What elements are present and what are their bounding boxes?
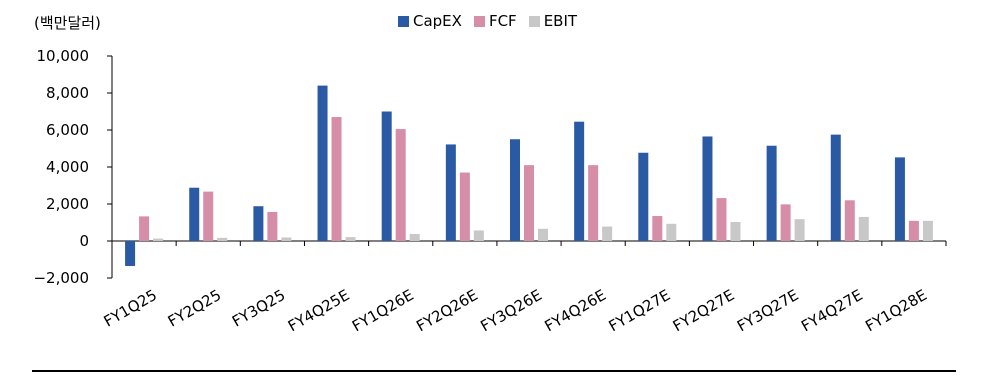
bar-ebit-fy4q27e xyxy=(858,216,869,241)
bar-fcf-fy4q26e xyxy=(588,165,599,241)
y-tick-label: 10,000 xyxy=(37,47,90,65)
x-tick-label: FY2Q26E xyxy=(413,286,481,335)
bar-capex-fy1q26e xyxy=(381,111,392,241)
legend: CapEX FCF EBIT xyxy=(398,12,577,30)
bar-ebit-fy2q25 xyxy=(217,237,228,241)
bar-capex-fy1q27e xyxy=(638,152,649,241)
legend-label-ebit: EBIT xyxy=(543,12,578,30)
bar-capex-fy3q26e xyxy=(510,139,520,241)
bar-fcf-fy2q26e xyxy=(459,172,470,241)
bar-fcf-fy1q26e xyxy=(395,129,406,241)
x-tick-label: FY3Q27E xyxy=(734,286,802,335)
bar-ebit-fy3q27e xyxy=(794,219,805,241)
bottom-rule xyxy=(32,370,956,372)
bar-capex-fy2q25 xyxy=(189,187,200,241)
bar-ebit-fy1q27e xyxy=(666,223,677,241)
x-tick-label: FY1Q27E xyxy=(606,286,674,335)
legend-swatch-fcf xyxy=(473,15,485,27)
y-tick-label: 2,000 xyxy=(46,195,89,213)
bar-capex-fy4q25e xyxy=(317,85,328,241)
bar-ebit-fy4q26e xyxy=(602,226,613,241)
bar-capex-fy1q25 xyxy=(125,241,136,266)
legend-label-fcf: FCF xyxy=(488,12,517,30)
bar-fcf-fy3q25 xyxy=(267,211,278,241)
bar-capex-fy1q28e xyxy=(894,157,905,241)
x-tick-label: FY4Q27E xyxy=(798,286,866,335)
bar-ebit-fy3q26e xyxy=(538,228,548,241)
y-unit-label: (백만달러) xyxy=(34,14,101,32)
bar-ebit-fy1q25 xyxy=(153,238,164,241)
bar-ebit-fy1q28e xyxy=(922,220,933,241)
bar-fcf-fy1q27e xyxy=(652,216,663,241)
legend-swatch-capex xyxy=(398,15,409,27)
x-tick-label: FY4Q25E xyxy=(285,286,353,335)
bar-fcf-fy1q25 xyxy=(139,216,150,241)
bar-capex-fy4q26e xyxy=(574,121,585,241)
bar-fcf-fy3q27e xyxy=(780,204,791,241)
bar-ebit-fy2q26e xyxy=(473,230,484,241)
x-tick-label: FY3Q25 xyxy=(229,286,288,331)
y-tick-label: 4,000 xyxy=(46,158,89,176)
y-tick-label: 0 xyxy=(79,232,89,250)
legend-label-capex: CapEX xyxy=(413,12,462,30)
bar-fcf-fy4q25e xyxy=(331,117,342,241)
bar-ebit-fy1q26e xyxy=(409,233,420,241)
x-tick-label: FY3Q26E xyxy=(477,286,545,335)
legend-item-ebit: EBIT xyxy=(528,12,578,30)
bar-capex-fy3q27e xyxy=(766,145,777,241)
bar-ebit-fy3q25 xyxy=(281,237,292,241)
legend-swatch-ebit xyxy=(528,15,540,27)
bar-capex-fy2q27e xyxy=(702,136,713,241)
bar-fcf-fy2q27e xyxy=(716,198,727,241)
bar-capex-fy2q26e xyxy=(445,144,456,241)
bar-capex-fy3q25 xyxy=(253,206,264,241)
x-tick-label: FY2Q27E xyxy=(670,286,738,335)
y-tick-label: 6,000 xyxy=(46,121,89,139)
bar-fcf-fy3q26e xyxy=(524,165,534,241)
x-tick-label: FY1Q28E xyxy=(862,286,930,335)
bar-ebit-fy4q25e xyxy=(345,237,356,241)
legend-item-capex: CapEX xyxy=(398,12,462,30)
x-tick-label: FY4Q26E xyxy=(542,286,610,335)
x-tick-label: FY1Q26E xyxy=(349,286,417,335)
bar-fcf-fy4q27e xyxy=(844,200,855,241)
y-tick-label: −2,000 xyxy=(33,269,89,287)
x-tick-label: FY2Q25 xyxy=(165,286,224,331)
x-tick-label: FY1Q25 xyxy=(101,286,160,331)
bar-ebit-fy2q27e xyxy=(730,221,741,241)
bar-capex-fy4q27e xyxy=(830,134,841,241)
y-tick-label: 8,000 xyxy=(46,84,89,102)
bar-fcf-fy1q28e xyxy=(908,220,919,241)
legend-item-fcf: FCF xyxy=(473,12,517,30)
bar-fcf-fy2q25 xyxy=(203,191,214,241)
